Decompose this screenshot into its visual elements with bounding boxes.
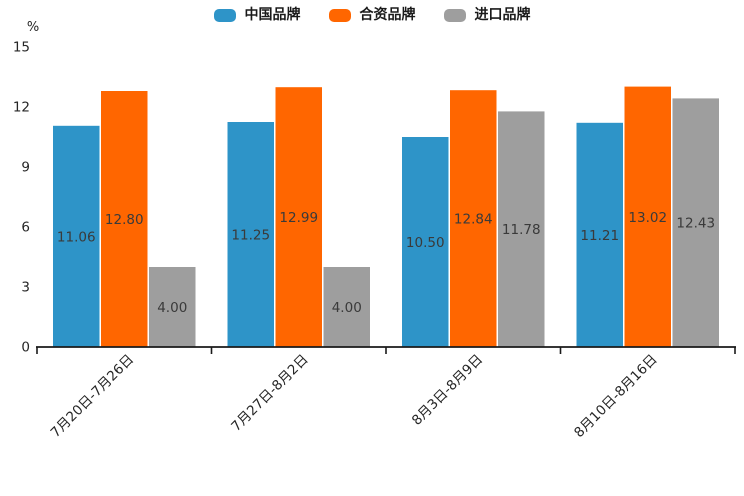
- legend-swatch-icon: [213, 8, 236, 22]
- bar-进口品牌-3: [672, 98, 719, 348]
- x-axis-label: 8月3日-8月9日: [409, 352, 486, 429]
- bar-中国品牌-1: [227, 122, 274, 347]
- chart-legend: 中国品牌 合资品牌 进口品牌: [0, 8, 744, 22]
- bar-value-label: 4.00: [157, 300, 187, 316]
- bar-合资品牌-2: [450, 90, 497, 347]
- x-axis-label: 8月10日-8月16日: [571, 352, 660, 441]
- bar-进口品牌-0: [149, 267, 196, 347]
- x-axis-label: 7月20日-7月26日: [48, 352, 137, 441]
- y-axis-unit-label: %: [27, 20, 39, 35]
- y-axis-tick-label: 12: [13, 100, 30, 116]
- legend-label: 中国品牌: [244, 7, 301, 23]
- legend-swatch-icon: [328, 8, 351, 22]
- y-axis-tick-label: 0: [21, 340, 30, 356]
- legend-label: 合资品牌: [359, 7, 416, 23]
- y-axis-tick-label: 15: [13, 40, 30, 56]
- bar-value-label: 12.80: [105, 212, 144, 228]
- bar-中国品牌-2: [402, 137, 449, 347]
- bar-进口品牌-1: [323, 267, 370, 347]
- x-axis-label: 7月27日-8月2日: [228, 352, 311, 435]
- y-axis-tick-label: 6: [21, 220, 30, 236]
- legend-item-1: 合资品牌: [328, 7, 416, 23]
- bar-中国品牌-3: [576, 122, 623, 347]
- bar-value-label: 11.21: [580, 228, 619, 244]
- legend-item-2: 进口品牌: [443, 7, 531, 23]
- bar-合资品牌-1: [275, 87, 322, 347]
- bar-value-label: 4.00: [332, 300, 362, 316]
- bar-value-label: 12.43: [676, 216, 715, 232]
- bar-合资品牌-3: [624, 86, 671, 347]
- bar-value-label: 12.99: [279, 210, 318, 226]
- bar-value-label: 11.25: [231, 228, 270, 244]
- legend-item-0: 中国品牌: [213, 7, 301, 23]
- bar-value-label: 10.50: [406, 235, 445, 251]
- bar-value-label: 13.02: [628, 210, 667, 226]
- bar-value-label: 11.78: [502, 222, 541, 238]
- bar-合资品牌-0: [101, 91, 148, 347]
- bar-进口品牌-2: [498, 111, 545, 348]
- legend-swatch-icon: [443, 8, 466, 22]
- legend-label: 进口品牌: [474, 7, 531, 23]
- bar-value-label: 12.84: [454, 212, 493, 228]
- y-axis-tick-label: 9: [21, 160, 30, 176]
- bar-中国品牌-0: [53, 125, 100, 347]
- bar-value-label: 11.06: [57, 229, 96, 245]
- y-axis-tick-label: 3: [21, 280, 30, 296]
